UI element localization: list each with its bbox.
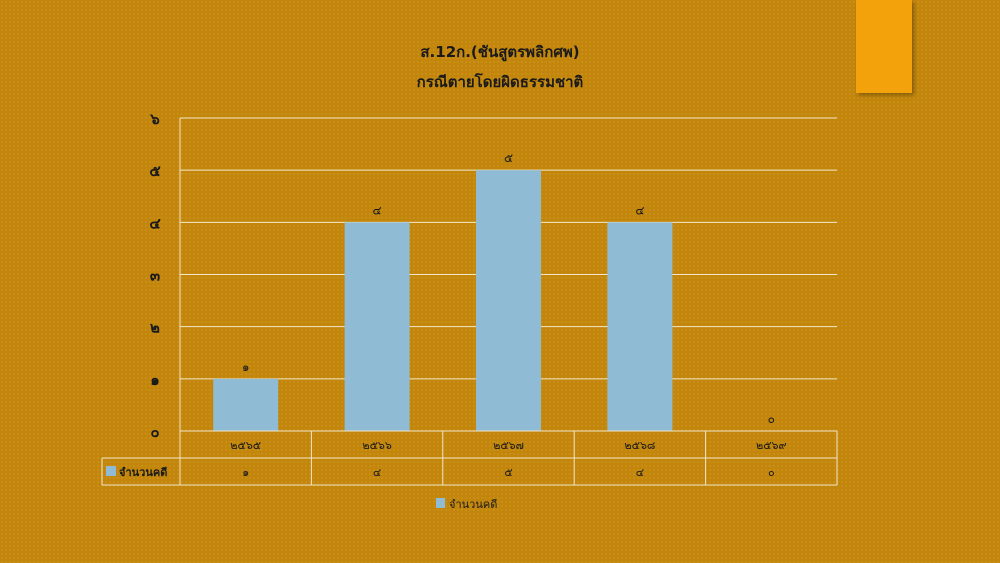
- bar: [476, 170, 541, 431]
- table-value: ๐: [768, 466, 775, 479]
- y-tick-label: ๖: [149, 110, 160, 128]
- data-label: ๕: [504, 151, 513, 165]
- y-tick-label: ๔: [149, 214, 161, 232]
- x-category-label: ๒๕๖๙: [756, 439, 787, 452]
- table-value: ๕: [504, 466, 512, 479]
- y-tick-label: ๕: [149, 162, 161, 180]
- legend-label: จำนวนคดี: [449, 498, 497, 511]
- chart-title: ส.12ก.(ชันสูตรพลิกศพ): [420, 43, 580, 61]
- table-value: ๔: [636, 466, 644, 479]
- y-tick-label: ๒: [150, 319, 160, 337]
- accent-rectangle: [856, 0, 912, 93]
- table-value: ๔: [373, 466, 381, 479]
- y-tick-label: ๑: [150, 371, 160, 389]
- legend-swatch: [436, 498, 445, 508]
- data-label: ๐: [768, 412, 775, 426]
- bar: [213, 378, 279, 431]
- table-legend-swatch: [106, 466, 116, 476]
- x-category-label: ๒๕๖๕: [230, 439, 261, 452]
- bar: [607, 222, 673, 431]
- chart-subtitle: กรณีตายโดยผิดธรรมชาติ: [416, 73, 584, 91]
- table-value: ๑: [242, 466, 249, 479]
- data-label: ๑: [242, 360, 250, 374]
- x-category-label: ๒๕๖๗: [493, 439, 524, 452]
- y-tick-label: ๓: [150, 267, 160, 285]
- x-category-label: ๒๕๖๖: [362, 439, 392, 452]
- data-label: ๔: [373, 203, 382, 217]
- data-label: ๔: [635, 203, 644, 217]
- x-category-label: ๒๕๖๘: [624, 439, 655, 452]
- y-tick-label: ๐: [150, 423, 159, 441]
- table-series-name: จำนวนคดี: [119, 466, 167, 479]
- bar: [344, 222, 410, 431]
